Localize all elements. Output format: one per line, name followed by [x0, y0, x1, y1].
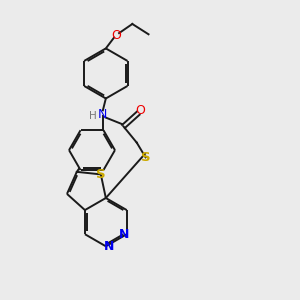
- Text: N: N: [103, 240, 114, 253]
- Text: O: O: [111, 29, 121, 42]
- Text: N: N: [98, 108, 108, 121]
- Text: S: S: [96, 168, 106, 181]
- Text: H: H: [89, 111, 97, 121]
- Text: O: O: [135, 104, 145, 117]
- Text: N: N: [118, 228, 129, 241]
- Text: S: S: [141, 152, 151, 164]
